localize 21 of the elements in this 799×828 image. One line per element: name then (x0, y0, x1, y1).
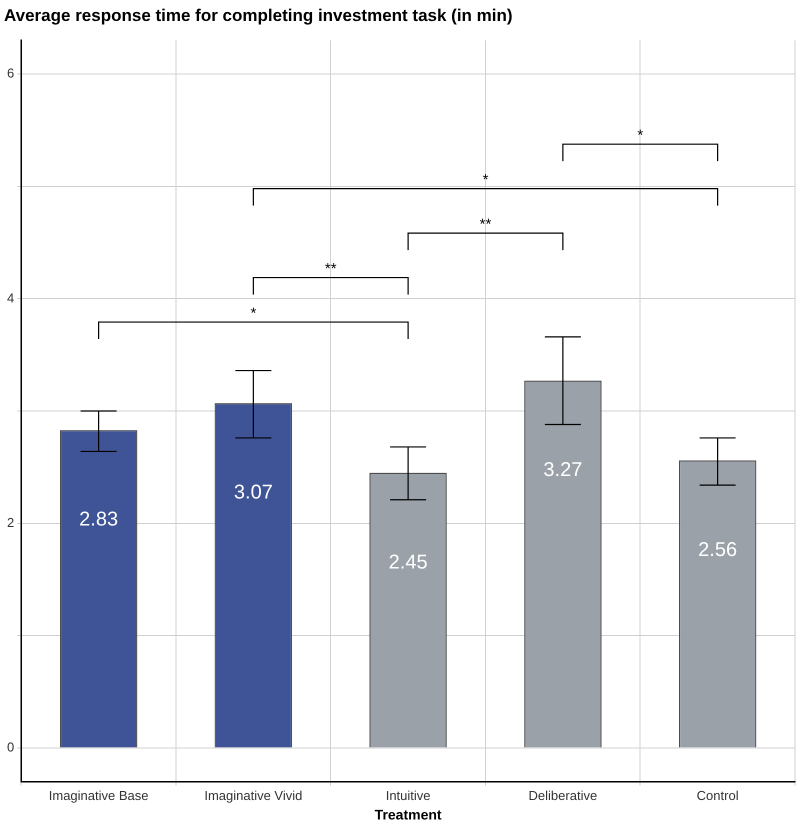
x-tick-label: Imaginative Vivid (204, 788, 302, 803)
y-tick-label: 4 (6, 290, 14, 306)
annotation: ** (480, 216, 492, 234)
y-tick-label: 2 (6, 514, 14, 530)
x-tick-label: Intuitive (386, 788, 431, 803)
data-label: 2.83 (79, 508, 118, 531)
data-label: 3.07 (234, 482, 273, 504)
data-label: 2.45 (388, 551, 428, 574)
x-tick-label: Control (696, 788, 739, 803)
y-tick-label: 0 (6, 739, 14, 754)
x-axis-title: Treatment (374, 806, 442, 822)
data-label: 3.27 (543, 459, 582, 482)
data-label: 2.56 (698, 538, 738, 561)
annotation: * (637, 127, 644, 144)
x-tick-label: Deliberative (528, 788, 598, 803)
annotation: * (250, 305, 256, 322)
annotation: * (482, 172, 489, 189)
annotation: ** (324, 260, 337, 278)
y-tick-label: 6 (6, 66, 14, 81)
chart-title: Average response time for completing investment task (in min) (4, 6, 513, 25)
x-tick-label: Imaginative Base (48, 788, 148, 803)
